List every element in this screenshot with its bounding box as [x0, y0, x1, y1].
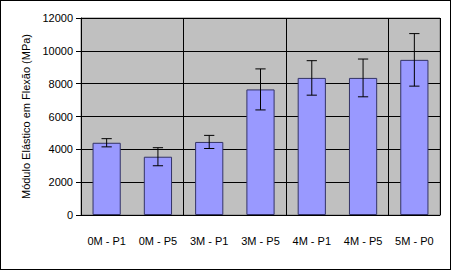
- svg-text:3M - P5: 3M - P5: [241, 235, 280, 247]
- svg-text:Módulo Elástico em Flexão (MPa: Módulo Elástico em Flexão (MPa): [20, 34, 32, 199]
- svg-text:0M - P1: 0M - P1: [87, 235, 126, 247]
- svg-text:2000: 2000: [49, 176, 73, 188]
- svg-text:5M - P0: 5M - P0: [395, 235, 434, 247]
- svg-text:4M - P5: 4M - P5: [344, 235, 383, 247]
- svg-text:10000: 10000: [42, 45, 73, 57]
- svg-text:12000: 12000: [42, 12, 73, 24]
- svg-text:6000: 6000: [49, 111, 73, 123]
- svg-text:4M - P1: 4M - P1: [293, 235, 332, 247]
- svg-text:4000: 4000: [49, 143, 73, 155]
- svg-text:3M - P1: 3M - P1: [190, 235, 229, 247]
- svg-text:0M - P5: 0M - P5: [139, 235, 178, 247]
- svg-text:0: 0: [67, 209, 73, 221]
- svg-text:8000: 8000: [49, 78, 73, 90]
